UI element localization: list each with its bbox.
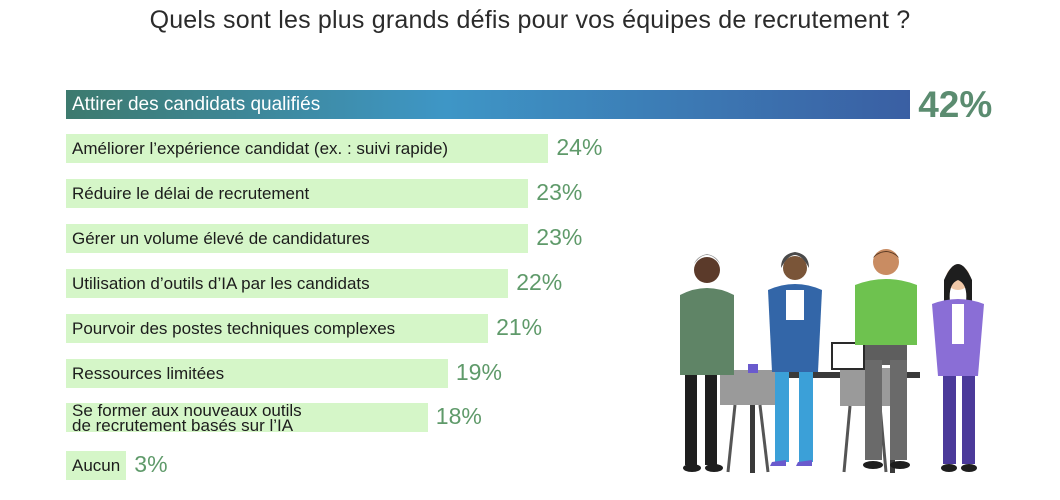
bar-9: Aucun [66, 451, 127, 480]
bar-label: Réduire le délai de recrutement [72, 184, 310, 203]
bar-value-label: 18% [435, 403, 482, 429]
bar-value-label: 24% [556, 134, 603, 160]
bar-1: Attirer des candidats qualifiés [66, 90, 911, 119]
bar-3: Réduire le délai de recrutement [66, 179, 529, 208]
bar-5: Utilisation d’outils d’IA par les candid… [66, 269, 509, 298]
bar-label: Aucun [72, 456, 121, 475]
bar-label: Se former aux nouveaux outils de recrute… [72, 400, 302, 435]
bar-7: Ressources limitées [66, 359, 448, 388]
bar-8: Se former aux nouveaux outils de recrute… [66, 400, 428, 435]
bar-value-label: 3% [134, 451, 168, 477]
bar-label: Attirer des candidats qualifiés [72, 94, 321, 115]
office-team-illustration [680, 249, 984, 473]
bar-value-label: 23% [536, 224, 583, 250]
chart-title: Quels sont les plus grands défis pour vo… [149, 6, 911, 34]
bar-6: Pourvoir des postes techniques complexes [66, 314, 489, 343]
bar-value-label: 22% [516, 269, 563, 295]
bar-label: Améliorer l’expérience candidat (ex. : s… [72, 139, 449, 158]
bar-value-label: 19% [455, 359, 502, 385]
bar-label: Ressources limitées [72, 364, 225, 383]
bar-value-label: 21% [496, 314, 543, 340]
bar-label: Utilisation d’outils d’IA par les candid… [72, 274, 370, 293]
bar-label: Gérer un volume élevé de candidatures [72, 229, 370, 248]
bar-2: Améliorer l’expérience candidat (ex. : s… [66, 134, 549, 163]
bar-value-label: 23% [536, 179, 583, 205]
bar-label: Pourvoir des postes techniques complexes [72, 319, 396, 338]
bar-4: Gérer un volume élevé de candidatures [66, 224, 529, 253]
bar-value-label: 42% [918, 84, 993, 125]
